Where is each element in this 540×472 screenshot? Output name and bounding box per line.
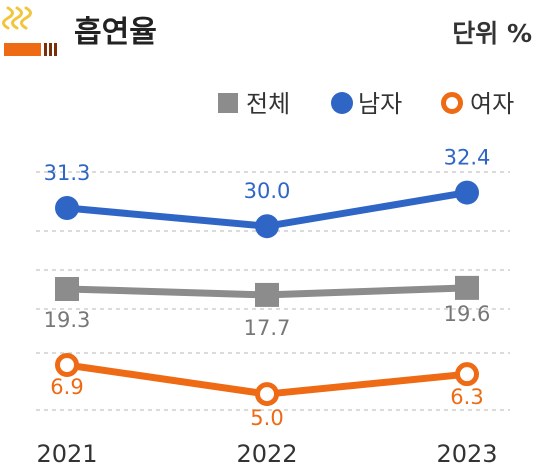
legend-label-total: 전체 [246, 90, 290, 118]
gridlines [36, 171, 510, 411]
data-label-male: 30.0 [244, 179, 291, 203]
x-tick-label: 2022 [236, 440, 297, 468]
x-axis: 2021 2022 2023 [36, 440, 497, 468]
cigarette-icon [2, 6, 57, 56]
data-point-male [55, 196, 79, 220]
data-label-total: 19.6 [444, 302, 491, 326]
x-tick-label: 2021 [36, 440, 97, 468]
legend-hollow-circle-marker [441, 92, 463, 114]
legend-item-female: 여자 [441, 90, 514, 118]
data-label-female: 6.3 [450, 385, 483, 409]
legend-item-total: 전체 [218, 90, 290, 118]
chart-title: 흡연율 [74, 15, 157, 50]
legend-item-male: 남자 [331, 90, 402, 118]
unit-label: 단위 % [452, 19, 532, 48]
data-point-male [255, 214, 279, 239]
data-point-total [55, 277, 79, 301]
x-tick-label: 2023 [436, 440, 497, 468]
data-label-female: 5.0 [250, 406, 283, 430]
data-point-total [455, 275, 479, 300]
data-point-male [455, 180, 479, 205]
data-label-male: 32.4 [444, 146, 491, 170]
data-label-total: 17.7 [244, 316, 291, 340]
data-label-total: 19.3 [44, 308, 91, 332]
legend-label-male: 남자 [358, 90, 402, 118]
plot-area: 19.3 17.7 19.6 31.3 30.0 32.4 6.9 5.0 6.3 [44, 146, 491, 430]
data-label-female: 6.9 [50, 375, 83, 399]
data-point-female [455, 362, 479, 387]
legend-label-female: 여자 [470, 90, 514, 118]
data-point-total [255, 282, 279, 307]
data-label-male: 31.3 [44, 161, 91, 185]
legend: 전체 남자 여자 [218, 90, 514, 118]
data-point-female [255, 382, 279, 407]
legend-filled-circle-marker [331, 92, 353, 114]
data-point-female [55, 353, 79, 377]
legend-square-marker [218, 93, 238, 113]
